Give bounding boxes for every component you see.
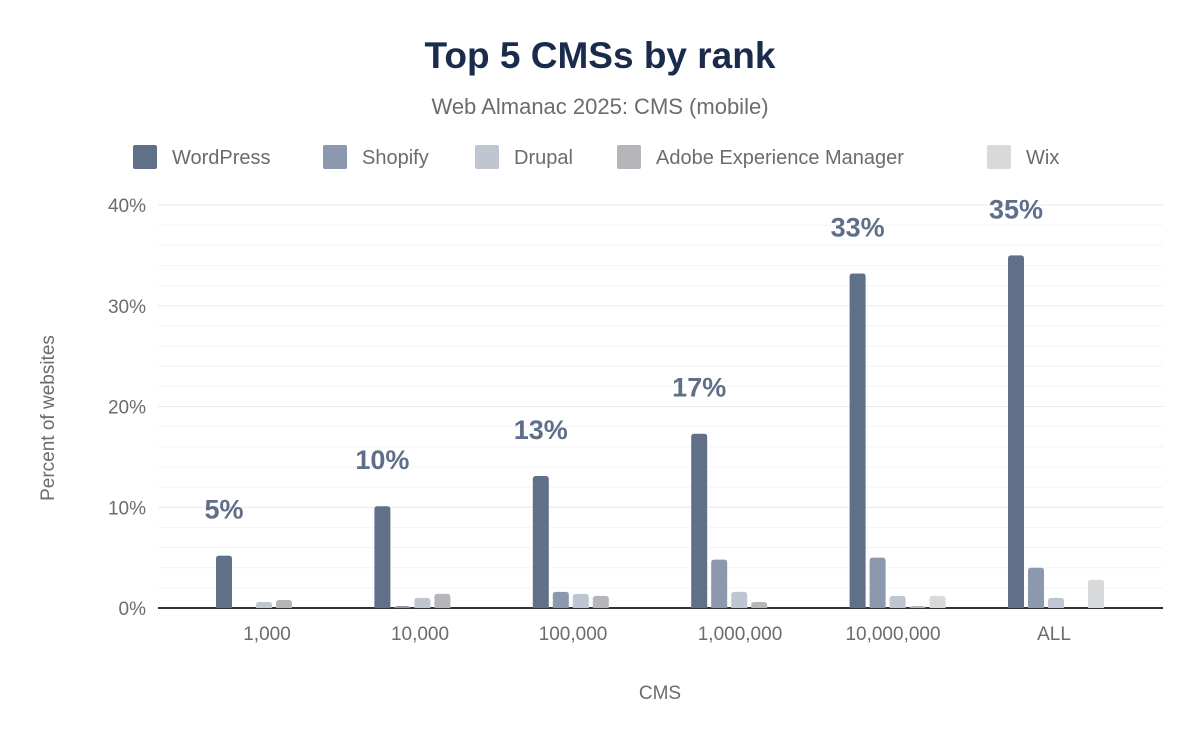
legend-item[interactable]: Drupal — [514, 147, 573, 169]
x-axis-label: CMS — [639, 683, 681, 704]
data-label: 17% — [672, 373, 726, 403]
y-tick-label: 30% — [108, 297, 146, 318]
legend-swatch[interactable] — [987, 145, 1011, 169]
bar-wordpress — [849, 273, 866, 608]
bar-wordpress — [1008, 255, 1024, 608]
data-label: 13% — [514, 415, 568, 445]
legend-item[interactable]: WordPress — [172, 147, 271, 169]
bar-shopify — [711, 559, 728, 608]
bar-shopify — [552, 591, 569, 608]
legend-item[interactable]: Shopify — [362, 147, 429, 169]
y-axis-label: Percent of websites — [38, 335, 59, 501]
bar-drupal — [731, 591, 748, 608]
bar-shopify — [394, 605, 411, 609]
bar-adobe-experience-manager — [751, 601, 768, 608]
legend-swatch[interactable] — [323, 145, 347, 169]
y-tick-label: 0% — [119, 599, 147, 620]
bar-wordpress — [374, 506, 391, 608]
y-tick-label: 40% — [108, 196, 146, 217]
data-label: 10% — [355, 445, 409, 475]
bar-wordpress — [216, 555, 232, 608]
x-tick-label: 100,000 — [539, 624, 608, 645]
bar-drupal — [1048, 597, 1064, 608]
bar-adobe-experience-manager — [909, 605, 926, 609]
bar-adobe-experience-manager — [276, 599, 292, 608]
bar-shopify — [869, 557, 886, 608]
chart-subtitle: Web Almanac 2025: CMS (mobile) — [431, 94, 768, 119]
y-tick-label: 10% — [108, 498, 146, 519]
data-label: 35% — [989, 194, 1043, 224]
x-tick-label: 10,000 — [391, 624, 449, 645]
legend-item[interactable]: Wix — [1026, 147, 1059, 169]
legend-item[interactable]: Adobe Experience Manager — [656, 147, 904, 169]
bar-wordpress — [691, 433, 708, 608]
legend-swatch[interactable] — [617, 145, 641, 169]
y-tick-label: 20% — [108, 398, 146, 419]
bar-shopify — [1028, 567, 1044, 608]
bar-wordpress — [532, 476, 549, 608]
chart-title: Top 5 CMSs by rank — [425, 35, 776, 76]
legend-swatch[interactable] — [475, 145, 499, 169]
bar-drupal — [256, 601, 272, 608]
x-tick-label: ALL — [1037, 624, 1071, 645]
legend-swatch[interactable] — [133, 145, 157, 169]
bar-adobe-experience-manager — [434, 593, 451, 608]
bar-wix — [929, 595, 946, 608]
x-tick-label: 1,000 — [243, 624, 291, 645]
x-tick-label: 10,000,000 — [845, 624, 940, 645]
bar-drupal — [889, 595, 906, 608]
x-tick-label: 1,000,000 — [698, 624, 783, 645]
data-label: 5% — [204, 495, 243, 525]
bar-wix — [1088, 579, 1104, 608]
data-label: 33% — [831, 213, 885, 243]
bar-drupal — [414, 597, 431, 608]
bar-adobe-experience-manager — [592, 595, 609, 608]
bar-drupal — [572, 593, 589, 608]
